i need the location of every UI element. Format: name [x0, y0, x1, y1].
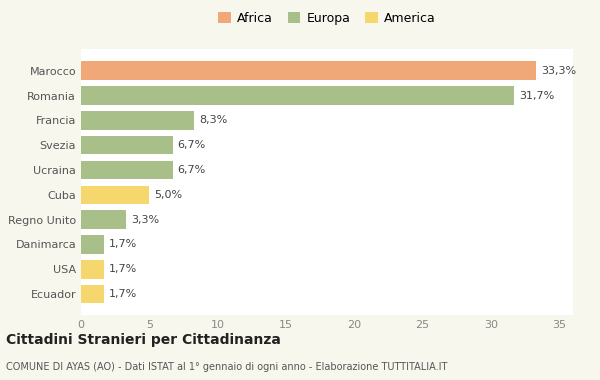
Text: 6,7%: 6,7% [178, 165, 206, 175]
Text: 3,3%: 3,3% [131, 215, 159, 225]
Bar [81, 136, 173, 155]
Text: 31,7%: 31,7% [519, 90, 554, 101]
Bar [81, 86, 514, 105]
Text: 6,7%: 6,7% [178, 140, 206, 150]
Bar [81, 111, 194, 130]
Text: 33,3%: 33,3% [541, 66, 576, 76]
Text: 1,7%: 1,7% [109, 289, 137, 299]
Bar [81, 235, 104, 254]
Text: 5,0%: 5,0% [154, 190, 182, 200]
Text: Cittadini Stranieri per Cittadinanza: Cittadini Stranieri per Cittadinanza [6, 333, 281, 347]
Bar [81, 260, 104, 279]
Text: 8,3%: 8,3% [199, 116, 227, 125]
Bar [81, 185, 149, 204]
Bar [81, 285, 104, 303]
Text: COMUNE DI AYAS (AO) - Dati ISTAT al 1° gennaio di ogni anno - Elaborazione TUTTI: COMUNE DI AYAS (AO) - Dati ISTAT al 1° g… [6, 363, 448, 372]
Bar [81, 161, 173, 179]
Bar [81, 62, 536, 80]
Text: 1,7%: 1,7% [109, 264, 137, 274]
Legend: Africa, Europa, America: Africa, Europa, America [214, 8, 440, 28]
Text: 1,7%: 1,7% [109, 239, 137, 249]
Bar [81, 210, 126, 229]
